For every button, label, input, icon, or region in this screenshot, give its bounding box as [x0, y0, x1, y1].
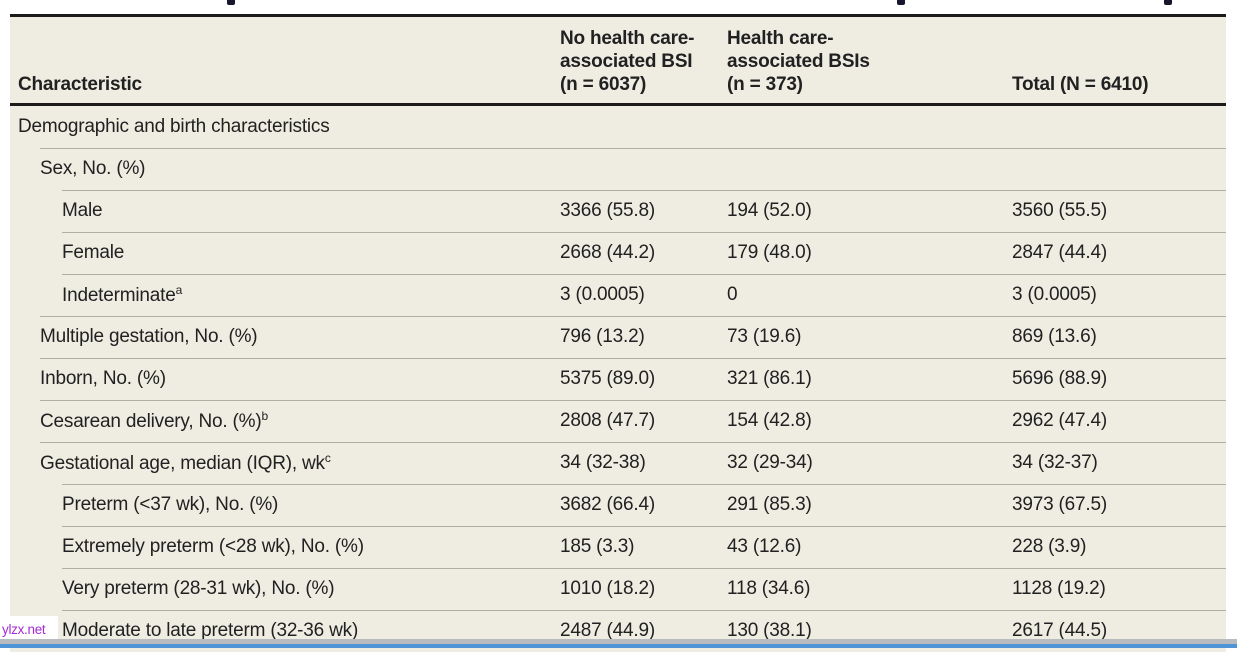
cell-bsi: 291 (85.3) — [727, 494, 812, 515]
cell-bsi: 130 (38.1) — [727, 620, 812, 641]
cell-total: 1128 (19.2) — [1012, 578, 1106, 599]
row-separator — [40, 442, 1226, 443]
row-label: Inborn, No. (%) — [40, 368, 166, 389]
characteristics-table: Characteristic No health care- associate… — [10, 14, 1226, 652]
column-header-no-bsi: No health care- associated BSI (n = 6037… — [560, 28, 695, 95]
table-row: Male 3366 (55.8) 194 (52.0) 3560 (55.5) — [10, 190, 1226, 232]
cell-total: 3973 (67.5) — [1012, 494, 1107, 515]
row-separator — [62, 232, 1226, 233]
cell-no-bsi: 796 (13.2) — [560, 326, 645, 347]
cell-bsi: 43 (12.6) — [727, 536, 802, 557]
footnote-marker: c — [324, 451, 331, 465]
cell-no-bsi: 185 (3.3) — [560, 536, 635, 557]
row-separator — [62, 190, 1226, 191]
table-row: Moderate to late preterm (32-36 wk) 2487… — [10, 610, 1226, 652]
row-label: Indeterminate — [62, 285, 176, 306]
bottom-gray-strip — [0, 639, 1237, 644]
row-label: Very preterm (28-31 wk), No. (%) — [62, 578, 335, 599]
row-separator — [40, 316, 1226, 317]
table-row: Sex, No. (%) — [10, 148, 1226, 190]
table-row: Very preterm (28-31 wk), No. (%) 1010 (1… — [10, 568, 1226, 610]
table-row: Female 2668 (44.2) 179 (48.0) 2847 (44.4… — [10, 232, 1226, 274]
table-body: Demographic and birth characteristics Se… — [10, 106, 1226, 652]
column-header-total: Total (N = 6410) — [1012, 74, 1149, 95]
cell-bsi: 73 (19.6) — [727, 326, 802, 347]
row-separator — [62, 568, 1226, 569]
table-row: Inborn, No. (%) 5375 (89.0) 321 (86.1) 5… — [10, 358, 1226, 400]
row-separator — [40, 148, 1226, 149]
column-header-bsi: Health care- associated BSIs (n = 373) — [727, 28, 870, 95]
cell-bsi: 118 (34.6) — [727, 578, 811, 599]
row-label: Preterm (<37 wk), No. (%) — [62, 494, 279, 515]
table-row: Extremely preterm (<28 wk), No. (%) 185 … — [10, 526, 1226, 568]
cell-no-bsi: 5375 (89.0) — [560, 368, 655, 389]
cell-no-bsi: 3682 (66.4) — [560, 494, 655, 515]
row-label: Multiple gestation, No. (%) — [40, 326, 258, 347]
row-separator — [40, 358, 1226, 359]
clipped-title-fragment — [897, 0, 905, 5]
cell-no-bsi: 3 (0.0005) — [560, 284, 645, 305]
cell-total: 869 (13.6) — [1012, 326, 1097, 347]
cell-no-bsi: 3366 (55.8) — [560, 200, 655, 221]
table-row: Multiple gestation, No. (%) 796 (13.2) 7… — [10, 316, 1226, 358]
row-separator — [40, 400, 1226, 401]
table-row: Gestational age, median (IQR), wkc 34 (3… — [10, 442, 1226, 484]
table-header-row: Characteristic No health care- associate… — [10, 14, 1226, 106]
footnote-marker: b — [261, 409, 269, 423]
watermark: ylzx.net — [0, 616, 58, 642]
row-separator — [62, 274, 1226, 275]
cell-total: 2847 (44.4) — [1012, 242, 1107, 263]
row-separator — [62, 526, 1226, 527]
row-label: Extremely preterm (<28 wk), No. (%) — [62, 536, 364, 557]
cell-total: 3 (0.0005) — [1012, 284, 1097, 305]
cell-total: 228 (3.9) — [1012, 536, 1087, 557]
row-separator — [62, 610, 1226, 611]
cell-bsi: 194 (52.0) — [727, 200, 812, 221]
cell-bsi: 32 (29-34) — [727, 452, 813, 473]
row-label: Demographic and birth characteristics — [18, 116, 330, 137]
table-row: Preterm (<37 wk), No. (%) 3682 (66.4) 29… — [10, 484, 1226, 526]
cell-total: 2962 (47.4) — [1012, 410, 1107, 431]
row-separator — [62, 484, 1226, 485]
cell-no-bsi: 2808 (47.7) — [560, 410, 655, 431]
column-header-characteristic: Characteristic — [18, 74, 142, 95]
row-label: Sex, No. (%) — [40, 158, 146, 179]
cell-no-bsi: 2668 (44.2) — [560, 242, 655, 263]
cell-total: 34 (32-37) — [1012, 452, 1098, 473]
table-row: Indeterminatea 3 (0.0005) 0 3 (0.0005) — [10, 274, 1226, 316]
cell-bsi: 154 (42.8) — [727, 410, 812, 431]
cell-no-bsi: 1010 (18.2) — [560, 578, 655, 599]
cell-bsi: 179 (48.0) — [727, 242, 812, 263]
table-row: Cesarean delivery, No. (%)b 2808 (47.7) … — [10, 400, 1226, 442]
clipped-title-fragment — [1164, 0, 1172, 5]
row-label: Cesarean delivery, No. (%) — [40, 411, 262, 432]
watermark-text: ylzx.net — [2, 621, 46, 637]
clipped-title-fragment — [227, 0, 235, 5]
cell-bsi: 321 (86.1) — [727, 368, 812, 389]
cell-bsi: 0 — [727, 284, 738, 305]
row-label: Male — [62, 200, 103, 221]
row-label: Moderate to late preterm (32-36 wk) — [62, 620, 359, 641]
table-row-section: Demographic and birth characteristics — [10, 106, 1226, 148]
row-label: Gestational age, median (IQR), wk — [40, 453, 325, 474]
cell-total: 2617 (44.5) — [1012, 620, 1107, 641]
cell-total: 3560 (55.5) — [1012, 200, 1107, 221]
bottom-blue-strip — [0, 644, 1237, 648]
row-label: Female — [62, 242, 125, 263]
footnote-marker: a — [175, 283, 183, 297]
cell-no-bsi: 34 (32-38) — [560, 452, 646, 473]
cell-no-bsi: 2487 (44.9) — [560, 620, 655, 641]
cell-total: 5696 (88.9) — [1012, 368, 1107, 389]
